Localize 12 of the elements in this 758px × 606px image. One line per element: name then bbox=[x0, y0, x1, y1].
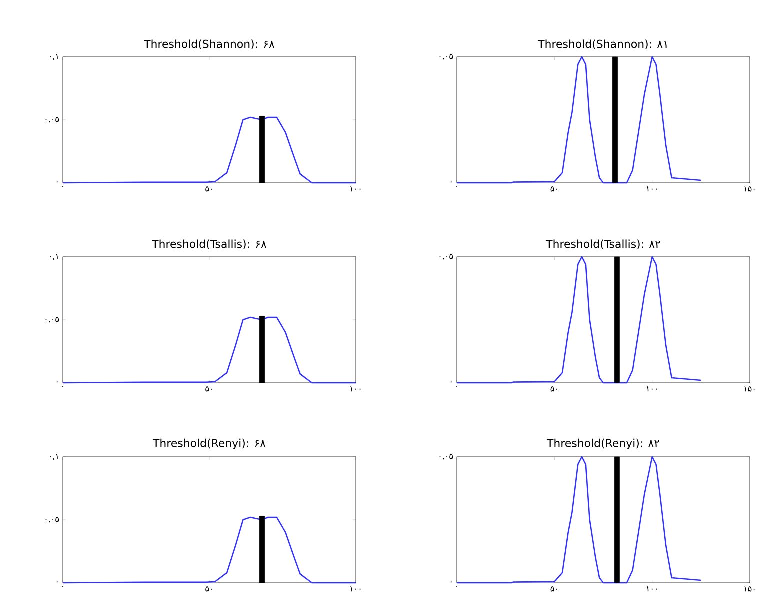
chart-title: Threshold(Shannon): ۶۸ bbox=[144, 40, 275, 50]
line-series bbox=[456, 256, 702, 384]
chart-title: Threshold(Tsallis): ۸۲ bbox=[546, 240, 660, 250]
line-series bbox=[62, 116, 357, 184]
chart-title: Threshold(Renyi): ۶۸ bbox=[152, 438, 266, 450]
chart-title: Threshold(Renyi): ۸۲ bbox=[546, 438, 660, 450]
chart-title: Threshold(Shannon): ۸۱ bbox=[538, 40, 667, 50]
line-series bbox=[62, 316, 357, 384]
line-series bbox=[456, 456, 702, 584]
line-series bbox=[456, 56, 702, 184]
chart-title: Threshold(Tsallis): ۶۸ bbox=[152, 240, 267, 250]
line-series bbox=[62, 516, 357, 584]
